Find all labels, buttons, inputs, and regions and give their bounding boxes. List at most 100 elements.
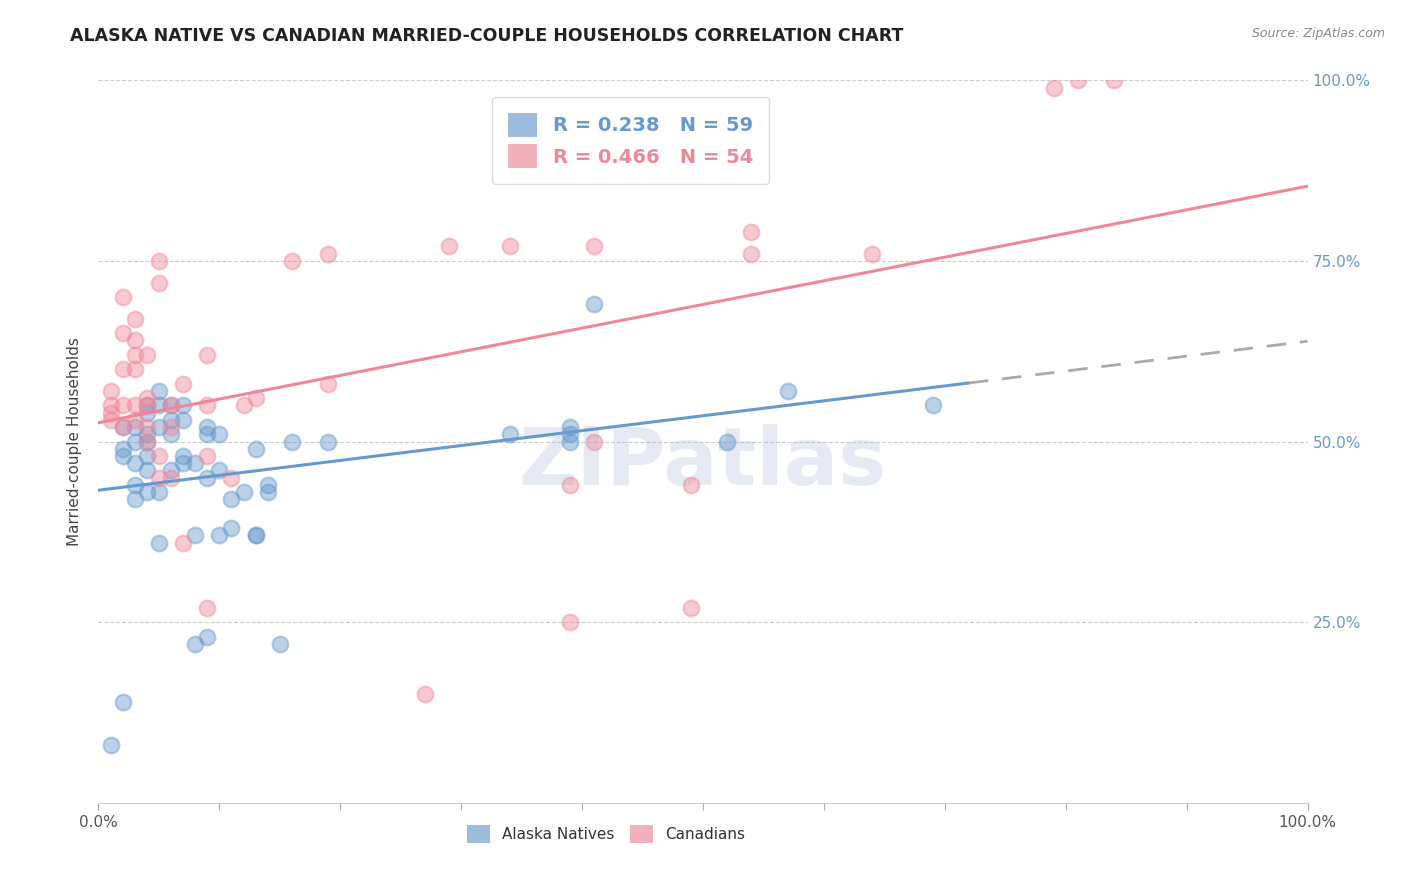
Point — [111, 398, 134, 412]
Point — [135, 348, 157, 362]
Point — [124, 420, 146, 434]
Point — [195, 420, 218, 434]
Point — [160, 427, 183, 442]
Point — [148, 384, 170, 398]
Point — [208, 427, 231, 442]
Point — [124, 348, 146, 362]
Point — [245, 528, 267, 542]
Point — [135, 434, 157, 449]
Point — [232, 398, 254, 412]
Point — [148, 276, 170, 290]
Point — [160, 470, 183, 484]
Point — [195, 470, 218, 484]
Point — [160, 398, 183, 412]
Point — [172, 535, 194, 549]
Point — [316, 434, 339, 449]
Point — [679, 600, 702, 615]
Point — [124, 334, 146, 348]
Point — [172, 449, 194, 463]
Point — [558, 434, 581, 449]
Point — [221, 492, 243, 507]
Point — [148, 420, 170, 434]
Point — [124, 413, 146, 427]
Point — [148, 485, 170, 500]
Point — [124, 434, 146, 449]
Point — [221, 521, 243, 535]
Point — [245, 442, 267, 456]
Point — [135, 420, 157, 434]
Point — [111, 449, 134, 463]
Point — [124, 311, 146, 326]
Point — [558, 420, 581, 434]
Point — [160, 398, 183, 412]
Point — [498, 239, 520, 253]
Point — [160, 420, 183, 434]
Point — [558, 427, 581, 442]
Point — [124, 456, 146, 470]
Point — [184, 528, 207, 542]
Point — [184, 637, 207, 651]
Point — [148, 398, 170, 412]
Point — [148, 449, 170, 463]
Point — [111, 362, 134, 376]
Point — [160, 463, 183, 477]
Point — [172, 456, 194, 470]
Point — [195, 600, 218, 615]
Point — [1102, 73, 1125, 87]
Point — [245, 528, 267, 542]
Point — [172, 376, 194, 391]
Point — [184, 456, 207, 470]
Point — [172, 413, 194, 427]
Point — [269, 637, 291, 651]
Point — [679, 478, 702, 492]
Point — [135, 406, 157, 420]
Point — [100, 384, 122, 398]
Point — [498, 427, 520, 442]
Point — [740, 225, 762, 239]
Legend: Alaska Natives, Canadians: Alaska Natives, Canadians — [461, 819, 751, 849]
Point — [124, 362, 146, 376]
Point — [100, 738, 122, 752]
Point — [256, 485, 278, 500]
Point — [135, 391, 157, 405]
Point — [195, 630, 218, 644]
Point — [716, 434, 738, 449]
Point — [195, 398, 218, 412]
Point — [245, 391, 267, 405]
Point — [256, 478, 278, 492]
Point — [172, 398, 194, 412]
Point — [195, 449, 218, 463]
Point — [195, 427, 218, 442]
Point — [135, 434, 157, 449]
Point — [558, 615, 581, 630]
Point — [583, 434, 606, 449]
Point — [100, 413, 122, 427]
Text: Source: ZipAtlas.com: Source: ZipAtlas.com — [1251, 27, 1385, 40]
Point — [111, 420, 134, 434]
Point — [740, 246, 762, 260]
Point — [413, 687, 436, 701]
Point — [221, 470, 243, 484]
Text: ZIPatlas: ZIPatlas — [519, 425, 887, 502]
Point — [776, 384, 799, 398]
Point — [111, 290, 134, 304]
Point — [124, 478, 146, 492]
Point — [148, 535, 170, 549]
Point — [1067, 73, 1090, 87]
Point — [111, 695, 134, 709]
Point — [135, 398, 157, 412]
Point — [1042, 80, 1064, 95]
Point — [148, 253, 170, 268]
Point — [135, 427, 157, 442]
Point — [148, 470, 170, 484]
Point — [316, 376, 339, 391]
Point — [124, 398, 146, 412]
Point — [135, 449, 157, 463]
Y-axis label: Married-couple Households: Married-couple Households — [67, 337, 83, 546]
Point — [135, 485, 157, 500]
Point — [160, 413, 183, 427]
Point — [195, 348, 218, 362]
Point — [208, 528, 231, 542]
Point — [124, 492, 146, 507]
Point — [100, 398, 122, 412]
